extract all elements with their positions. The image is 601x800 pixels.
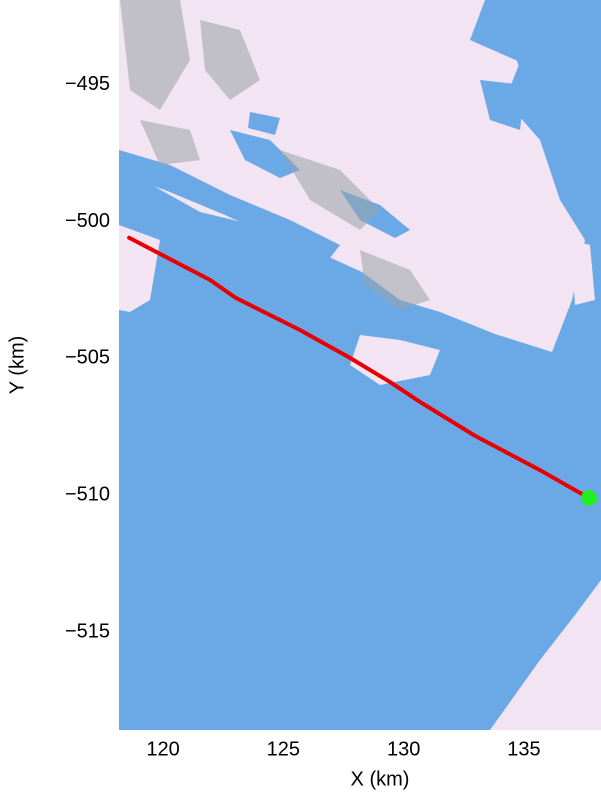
shading <box>120 0 430 310</box>
y-tick-label: −495 <box>65 73 110 95</box>
water-channels <box>119 0 601 330</box>
x-tick-label: 130 <box>387 738 420 760</box>
end-point <box>580 489 597 506</box>
y-tick-label: −510 <box>65 484 110 506</box>
x-tick-label: 135 <box>507 738 540 760</box>
x-tick-label: 125 <box>267 738 300 760</box>
y-tick-label: −515 <box>65 620 110 642</box>
y-tick-label: −500 <box>65 210 110 232</box>
map-background <box>119 0 601 730</box>
x-axis-label: X (km) <box>351 768 410 790</box>
y-tick-label: −505 <box>65 347 110 369</box>
y-axis-label: Y (km) <box>6 336 28 395</box>
track-line <box>127 235 591 500</box>
ice <box>570 240 595 305</box>
ice <box>490 580 601 730</box>
x-tick-label: 120 <box>146 738 179 760</box>
